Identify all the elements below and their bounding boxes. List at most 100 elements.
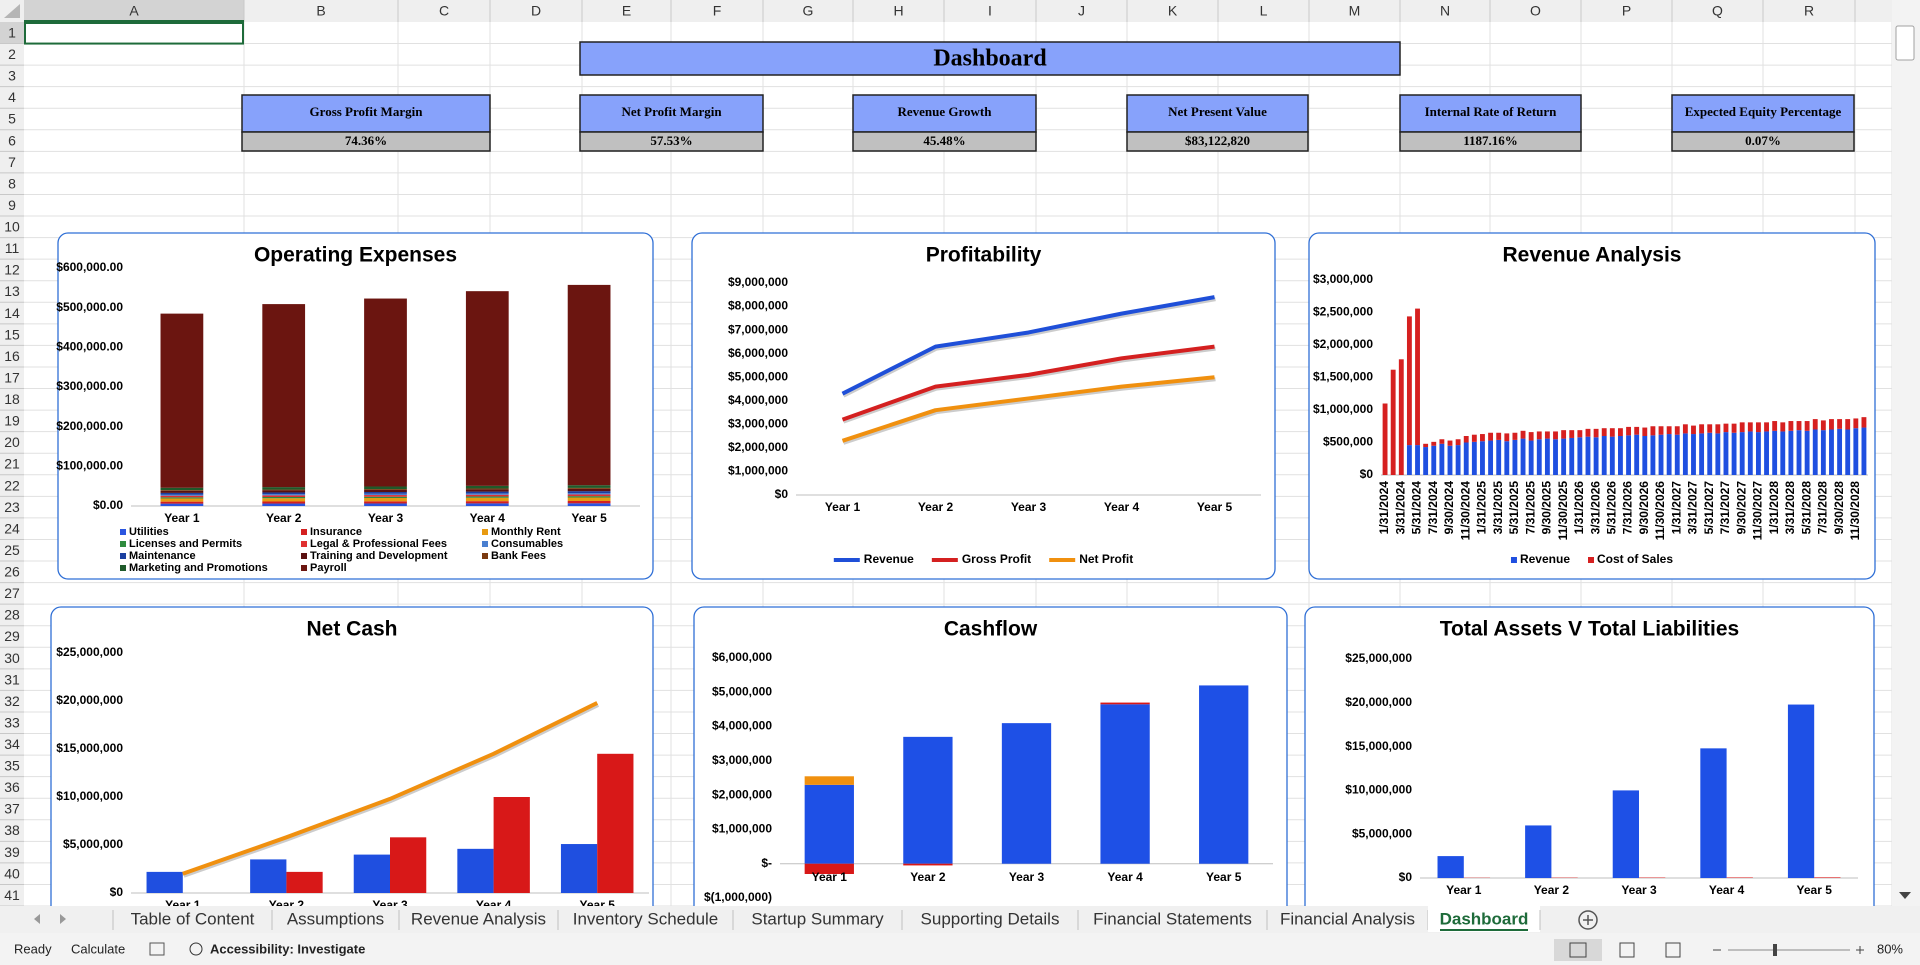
row-header[interactable]: 2 bbox=[8, 46, 16, 62]
row-header[interactable]: 22 bbox=[4, 477, 20, 493]
status-accessibility[interactable]: Accessibility: Investigate bbox=[210, 941, 365, 956]
column-header[interactable]: E bbox=[622, 3, 631, 19]
legend-label: Revenue bbox=[1520, 552, 1570, 566]
column-header[interactable]: K bbox=[1168, 3, 1178, 19]
row-header[interactable]: 40 bbox=[4, 865, 20, 881]
row-header[interactable]: 5 bbox=[8, 111, 16, 127]
selected-cell bbox=[24, 22, 244, 45]
sheet-tab[interactable]: Assumptions bbox=[287, 909, 384, 928]
bar bbox=[1553, 439, 1558, 475]
column-header[interactable]: Q bbox=[1712, 3, 1723, 19]
column-header[interactable]: M bbox=[1349, 3, 1361, 19]
row-header[interactable]: 15 bbox=[4, 326, 20, 342]
row-header[interactable]: 12 bbox=[4, 262, 20, 278]
row-header[interactable]: 29 bbox=[4, 628, 20, 644]
row-header[interactable]: 4 bbox=[8, 89, 16, 105]
column-header[interactable]: P bbox=[1622, 3, 1631, 19]
tab-scroll-left[interactable] bbox=[34, 914, 40, 924]
row-header[interactable]: 26 bbox=[4, 564, 20, 580]
row-header[interactable]: 27 bbox=[4, 585, 20, 601]
row-header[interactable]: 23 bbox=[4, 499, 20, 515]
column-header[interactable]: G bbox=[803, 3, 814, 19]
tab-scroll-right[interactable] bbox=[60, 914, 66, 924]
zoom-thumb[interactable] bbox=[1773, 944, 1777, 956]
row-header[interactable]: 16 bbox=[4, 348, 20, 364]
sheet-tab[interactable]: Supporting Details bbox=[921, 909, 1060, 928]
column-header[interactable]: L bbox=[1260, 3, 1268, 19]
row-header[interactable]: 24 bbox=[4, 520, 20, 536]
sheet-tab[interactable]: Inventory Schedule bbox=[573, 909, 719, 928]
bar bbox=[1512, 439, 1518, 475]
row-header[interactable]: 34 bbox=[4, 736, 20, 752]
column-header[interactable]: N bbox=[1440, 3, 1450, 19]
row-header[interactable]: 18 bbox=[4, 391, 20, 407]
normal-view-button[interactable] bbox=[1554, 939, 1602, 961]
row-header[interactable]: 13 bbox=[4, 283, 20, 299]
column-header[interactable]: C bbox=[439, 3, 449, 19]
sheet-tab[interactable]: Revenue Analysis bbox=[411, 909, 546, 928]
add-sheet-button[interactable] bbox=[1578, 910, 1598, 930]
row-header[interactable]: 9 bbox=[8, 197, 16, 213]
column-header[interactable]: R bbox=[1804, 3, 1814, 19]
sheet-tab[interactable]: Startup Summary bbox=[751, 909, 884, 928]
bar bbox=[364, 298, 407, 487]
row-header[interactable]: 33 bbox=[4, 714, 20, 730]
sheet-tab[interactable]: Table of Content bbox=[131, 909, 255, 928]
row-header[interactable]: 28 bbox=[4, 607, 20, 623]
bar bbox=[1544, 438, 1550, 475]
row-header[interactable]: 17 bbox=[4, 369, 20, 385]
row-header[interactable]: 14 bbox=[4, 305, 20, 321]
row-header[interactable]: 39 bbox=[4, 844, 20, 860]
select-all[interactable] bbox=[4, 4, 20, 18]
row-header[interactable]: 3 bbox=[8, 68, 16, 84]
macro-icon[interactable] bbox=[149, 942, 165, 956]
y-tick-label: $400,000.00 bbox=[56, 340, 123, 354]
y-tick-label: $1,000,000 bbox=[712, 822, 772, 836]
page-break-icon[interactable] bbox=[1665, 942, 1681, 958]
row-header[interactable]: 38 bbox=[4, 822, 20, 838]
row-header[interactable]: 11 bbox=[5, 240, 20, 256]
column-header[interactable]: J bbox=[1078, 3, 1085, 19]
row-header[interactable]: 1 bbox=[8, 24, 16, 40]
column-header[interactable]: A bbox=[129, 3, 139, 19]
row-header[interactable]: 19 bbox=[4, 413, 20, 429]
row-header[interactable]: 37 bbox=[4, 801, 20, 817]
row-header[interactable]: 32 bbox=[4, 693, 20, 709]
kpi-value-box bbox=[1399, 131, 1582, 152]
row-header[interactable]: 6 bbox=[8, 132, 16, 148]
column-header[interactable]: B bbox=[316, 3, 325, 19]
row-header[interactable]: 36 bbox=[4, 779, 20, 795]
sheet-tab[interactable]: Dashboard bbox=[1440, 909, 1529, 928]
row-header[interactable]: 10 bbox=[4, 219, 20, 235]
bar bbox=[1528, 440, 1534, 475]
bar bbox=[1837, 428, 1843, 475]
sheet-tab[interactable]: Financial Analysis bbox=[1280, 909, 1415, 928]
column-header[interactable]: H bbox=[893, 3, 903, 19]
row-header[interactable]: 41 bbox=[4, 887, 20, 903]
row-header[interactable]: 21 bbox=[4, 456, 20, 472]
bar bbox=[390, 837, 427, 893]
x-tick-label: Year 2 bbox=[910, 870, 946, 884]
scroll-down-arrow[interactable] bbox=[1899, 892, 1911, 899]
row-header[interactable]: 7 bbox=[8, 154, 16, 170]
column-header[interactable]: D bbox=[531, 3, 541, 19]
row-header[interactable]: 25 bbox=[4, 542, 20, 558]
row-header[interactable]: 30 bbox=[4, 650, 20, 666]
status-calculate[interactable]: Calculate bbox=[71, 941, 125, 956]
row-header[interactable]: 35 bbox=[4, 758, 20, 774]
column-header[interactable]: I bbox=[988, 3, 992, 19]
column-header[interactable]: F bbox=[713, 3, 722, 19]
bar bbox=[1837, 419, 1843, 429]
scrollbar-track[interactable] bbox=[1892, 0, 1920, 906]
row-header[interactable]: 20 bbox=[4, 434, 20, 450]
page-layout-icon[interactable] bbox=[1619, 942, 1635, 958]
x-tick-label: Year 4 bbox=[1107, 870, 1143, 884]
scrollbar-thumb[interactable] bbox=[1895, 25, 1915, 61]
row-header[interactable]: 31 bbox=[4, 671, 20, 687]
row-header[interactable]: 8 bbox=[8, 175, 16, 191]
bar bbox=[567, 487, 611, 489]
column-header[interactable]: O bbox=[1530, 3, 1541, 19]
sheet-tab[interactable]: Financial Statements bbox=[1093, 909, 1252, 928]
legend-swatch bbox=[482, 541, 488, 547]
status-zoom[interactable]: 80% bbox=[1877, 941, 1903, 956]
